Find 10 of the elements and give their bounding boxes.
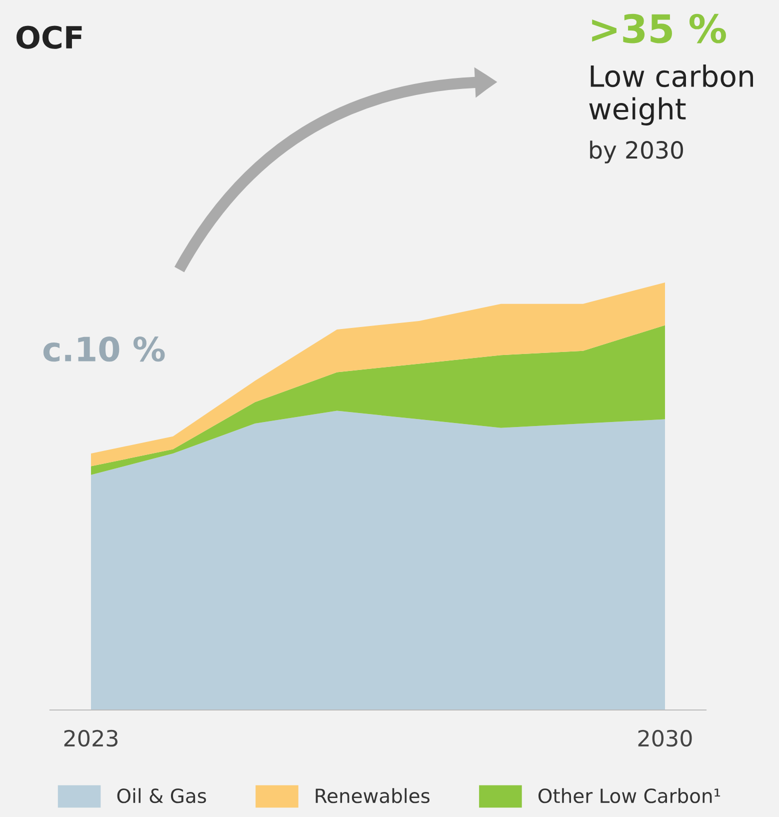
text: >35 % bbox=[592, 14, 726, 44]
text: by 2030 bbox=[590, 140, 683, 164]
chart-title: OCF bbox=[16, 26, 82, 49]
legend-label: Other Low Carbon¹ bbox=[538, 788, 720, 804]
annotation: c.10 % bbox=[43, 336, 165, 362]
text: Low carbon weight bbox=[589, 64, 753, 126]
legend-label: Renewables bbox=[316, 788, 430, 804]
x-tick-label: 2030 bbox=[638, 730, 692, 747]
x-tick-label: 2023 bbox=[64, 730, 118, 747]
legend-label: Oil & Gas bbox=[117, 788, 206, 804]
